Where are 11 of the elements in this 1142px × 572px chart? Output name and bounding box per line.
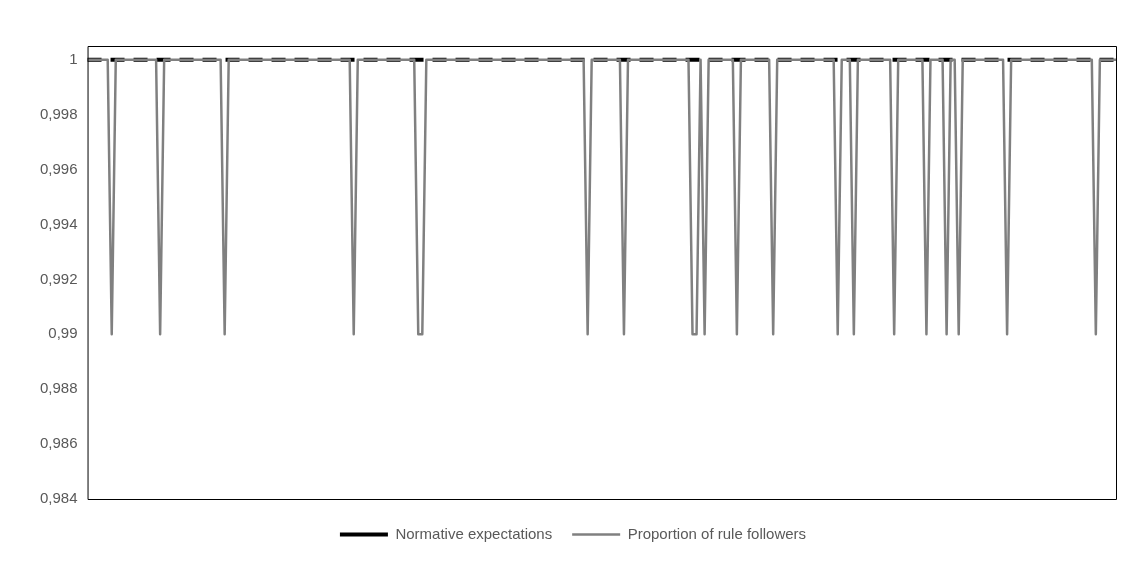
y-tick-label: 0,99	[48, 324, 78, 342]
y-tick-label: 1	[69, 49, 78, 67]
y-tick-label: 0,986	[39, 434, 78, 452]
y-tick-label: 0,994	[39, 214, 78, 232]
y-tick-label: 0,984	[39, 489, 78, 507]
legend-label: Normative expectations	[395, 524, 553, 542]
legend-label: Proportion of rule followers	[627, 524, 807, 542]
y-tick-label: 0,998	[39, 104, 78, 122]
y-tick-label: 0,996	[39, 159, 78, 177]
y-tick-label: 0,992	[39, 269, 78, 287]
y-tick-label: 0,988	[39, 379, 78, 397]
